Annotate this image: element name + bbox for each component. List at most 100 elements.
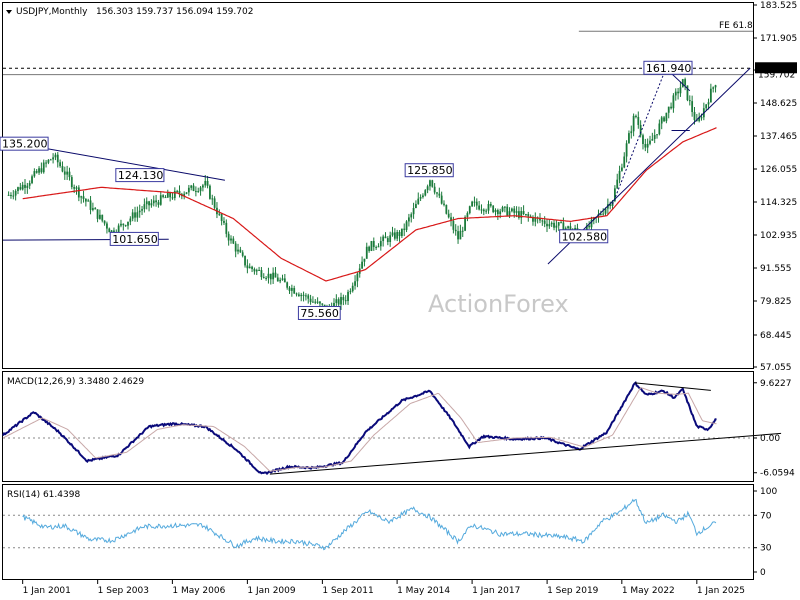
candle [635,114,637,119]
candle-body [297,294,300,297]
price-y-tick-label: 183.525 [760,1,797,11]
x-tick-label: 1 Sep 2019 [547,586,599,596]
candle-body [101,214,104,221]
candle-body [54,154,57,158]
candle [19,182,22,191]
price-label-text: 135.200 [2,138,48,151]
candle-body [445,204,448,214]
candle-body [471,201,474,207]
rsi-y-tick-label: 0 [760,568,766,578]
candle-body [59,162,62,167]
candle [503,206,506,213]
candle [681,78,684,88]
candle-body [96,209,99,219]
candle [56,151,59,168]
candle [166,189,169,198]
candle [637,111,640,129]
candle [649,135,651,146]
candle-body [534,217,537,222]
candle-body [33,171,36,177]
candle [173,187,176,201]
candle-body [148,201,150,206]
candle [351,282,354,293]
dropdown-triangle-icon[interactable] [6,10,12,14]
macd-panel-frame [2,371,754,482]
candle-body [454,229,457,232]
candle-body [499,211,502,215]
candle [281,274,284,281]
macd-trendline-0 [269,432,782,475]
candle [230,235,232,244]
candle [501,205,504,213]
candle-body [625,143,628,157]
candle [244,255,246,268]
candle [279,277,282,284]
candle [28,180,31,190]
candle-body [227,233,230,241]
candle [288,286,291,294]
candle-body [632,115,635,132]
price-label-135.200: 135.200 [0,136,49,151]
candle-body [436,192,438,194]
price-label-text: 125.850 [407,164,453,177]
candle-body [429,180,431,187]
candle-body [171,197,174,199]
candle [482,208,485,216]
candle-body [410,214,413,218]
candle-body [482,209,485,212]
candle-body [152,200,155,204]
price-label-box [559,229,609,244]
candle [66,165,69,180]
price-label-161.940: 161.940 [643,60,693,75]
candle [630,125,633,139]
candle [553,219,555,231]
candle-body [660,117,663,124]
candle-body [389,235,392,243]
candle-body [45,162,47,164]
price-tag-box [755,68,797,80]
candle-body [447,213,450,218]
candle [108,227,111,233]
candle-body [106,223,108,229]
candle [532,215,534,226]
candle-body [639,124,642,136]
candle [206,175,209,189]
candle [87,198,90,202]
candle-body [194,190,197,192]
candle-body [7,194,10,196]
candle [419,194,422,202]
candle-body [40,168,43,173]
candle-body [230,238,232,241]
candle [302,291,305,302]
candle [396,229,399,242]
candle [377,243,380,248]
candle-body [426,186,429,191]
candle [300,292,303,302]
candle-body [19,187,22,190]
candle [515,206,518,218]
candle-body [56,154,59,163]
candle [431,179,434,188]
candle-body [403,228,406,230]
x-tick-label: 1 Jan 2009 [247,586,295,596]
candle-body [422,195,424,198]
candle [134,206,136,222]
candle [241,250,244,258]
candle-body [663,117,665,122]
candle [375,245,378,251]
candle [363,258,366,267]
candle-body [183,193,186,197]
candle-body [621,167,623,171]
candle-body [375,247,378,249]
candle-body [431,180,434,187]
candle-body [635,115,637,117]
candle-body [459,230,462,240]
candle [667,106,670,119]
candle [220,212,223,226]
candle [178,185,181,198]
candle-body [166,192,169,198]
price-label-125.850: 125.850 [404,163,454,178]
candle [628,130,630,144]
rsi-y-tick-label: 70 [760,511,772,521]
candle [24,179,26,194]
